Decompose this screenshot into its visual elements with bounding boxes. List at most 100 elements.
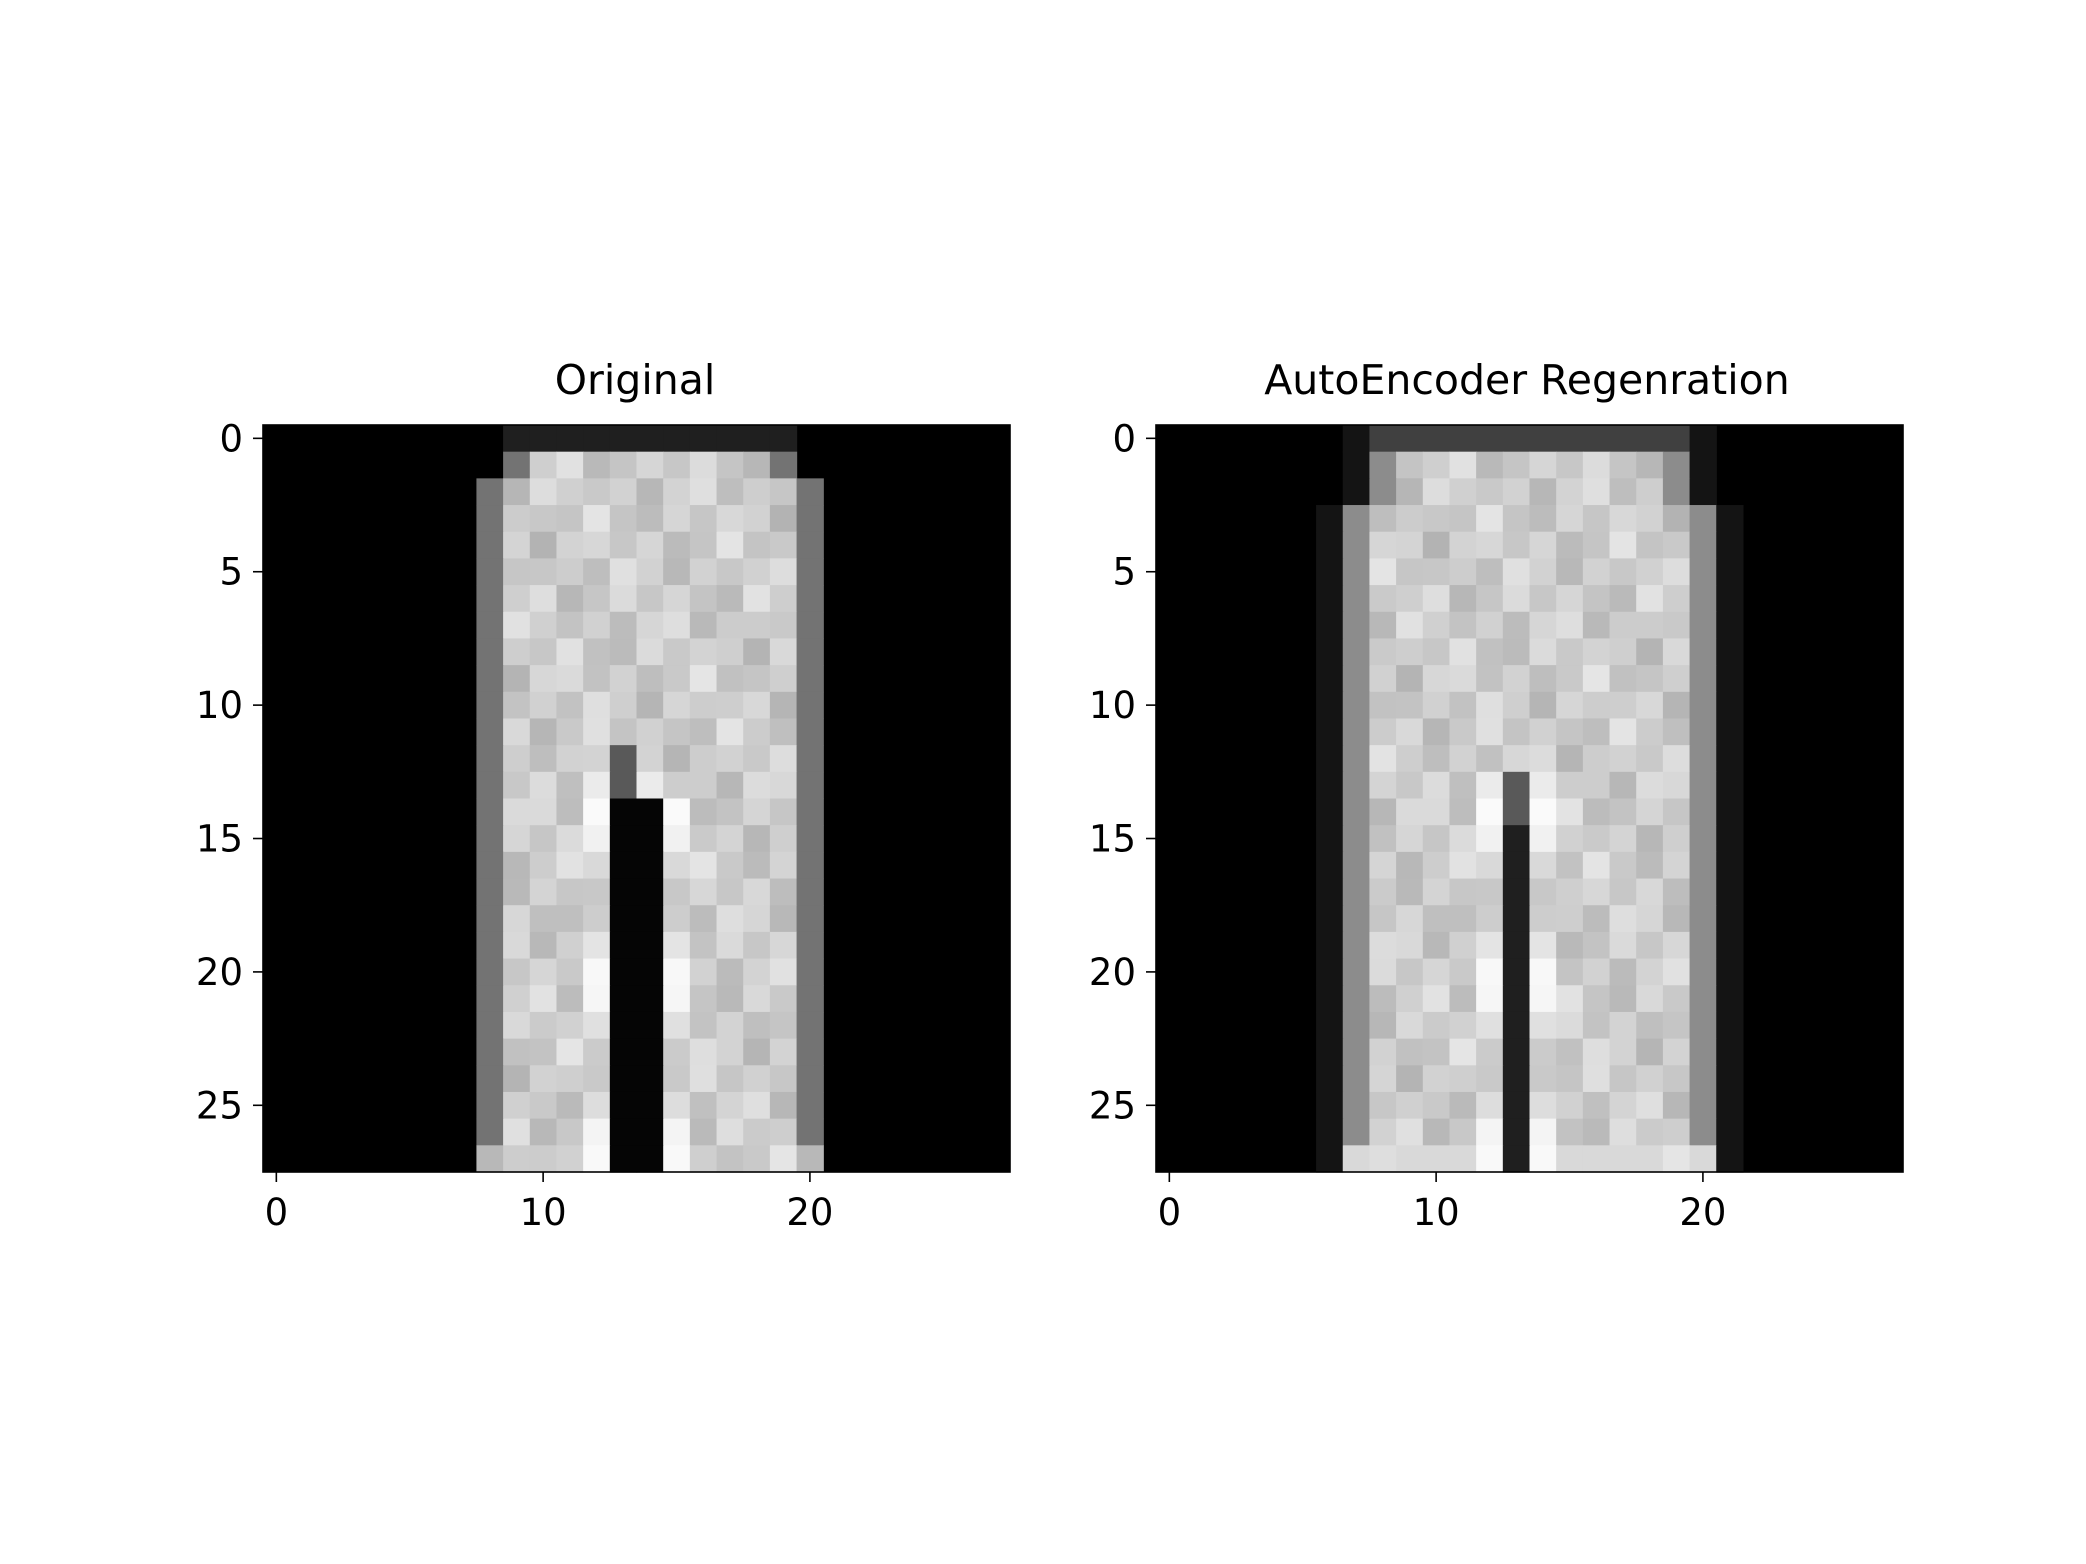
pixel-cell [1689,611,1717,640]
pixel-cell [636,771,664,800]
pixel-cell [583,878,611,906]
pixel-cell [1529,798,1557,826]
pixel-cell [529,958,558,986]
pixel-cell [1316,771,1344,800]
pixel-cell [689,771,718,800]
pixel-cell [1396,1118,1424,1146]
pixel-cell [609,531,638,559]
pixel-cell [716,771,744,800]
pixel-cell [556,451,584,479]
pixel-cell [556,745,584,773]
pixel-cell [1502,478,1531,506]
pixel-cell [1556,1065,1584,1093]
pixel-cell [663,825,691,853]
pixel-cell [769,1118,798,1146]
pixel-cell [1582,558,1611,586]
pixel-cell [1449,825,1477,853]
pixel-cell [583,771,611,800]
pixel-cell [716,505,744,533]
pixel-cell [609,1091,638,1120]
pixel-cell [503,585,531,613]
y-tick-label: 25 [196,1084,243,1127]
pixel-cell [1396,825,1424,853]
pixel-cell [1582,1065,1611,1093]
pixel-cell [1582,905,1611,933]
pixel-cell [689,1091,718,1120]
pixel-cell [1449,771,1477,800]
pixel-cell [476,985,504,1013]
pixel-cell [583,531,611,559]
pixel-cell [556,691,584,720]
pixel-cell [1582,745,1611,773]
pixel-cell [716,638,744,666]
pixel-cell [556,718,584,746]
pixel-cell [1396,718,1424,746]
pixel-cell [1449,1118,1477,1146]
pixel-cell [1636,771,1664,800]
pixel-cell [1609,905,1637,933]
pixel-cell [529,878,558,906]
pixel-cell [769,1011,798,1040]
pixel-cell [716,478,744,506]
pixel-cell [769,985,798,1013]
pixel-cell [1476,1065,1504,1093]
pixel-cell [636,745,664,773]
pixel-cell [556,1038,584,1066]
pixel-cell [1449,531,1477,559]
pixel-cell [1369,958,1397,986]
pixel-cell [743,665,771,693]
pixel-cell [716,451,744,479]
pixel-cell [609,931,638,960]
pixel-cell [1369,771,1397,800]
pixel-cell [1529,451,1557,479]
pixel-cell [663,451,691,479]
pixel-cell [556,638,584,666]
pixel-cell [743,1145,771,1173]
pixel-cell [796,691,824,720]
y-tick-label: 5 [1112,551,1136,594]
pixel-cell [1716,505,1744,533]
pixel-cell [1556,531,1584,559]
pixel-cell [1662,531,1691,559]
pixel-cell [1476,558,1504,586]
pixel-cell [1556,905,1584,933]
pixel-cell [1316,1065,1344,1093]
pixel-cell [716,1065,744,1093]
pixel-cell [636,425,664,453]
pixel-cell [1502,1011,1531,1040]
pixel-cell [1556,851,1584,880]
pixel-cell [1369,558,1397,586]
pixel-cell [1716,878,1744,906]
pixel-cell [1556,611,1584,640]
pixel-cell [583,478,611,506]
pixel-cell [609,718,638,746]
pixel-cell [796,478,824,506]
pixel-cell [503,745,531,773]
pixel-cell [769,585,798,613]
pixel-cell [529,1038,558,1066]
pixel-cell [1502,958,1531,986]
pixel-cell [1342,1145,1371,1173]
pixel-cell [529,771,558,800]
pixel-cell [1662,1091,1691,1120]
pixel-cell [1662,771,1691,800]
pixel-cell [609,1118,638,1146]
image-cells [263,425,1010,1173]
pixel-cell [1636,718,1664,746]
pixel-cell [1556,825,1584,853]
pixel-cell [609,798,638,826]
pixel-cell [1502,825,1531,853]
pixel-cell [663,958,691,986]
pixel-cell [1476,611,1504,640]
pixel-cell [689,745,718,773]
pixel-cell [689,1145,718,1173]
pixel-cell [1502,905,1531,933]
pixel-cell [476,1038,504,1066]
pixel-cell [476,931,504,960]
pixel-cell [1529,851,1557,880]
pixel-cell [769,771,798,800]
pixel-cell [636,1011,664,1040]
panel-title: AutoEncoder Regenration [1264,356,1789,404]
pixel-cell [1449,638,1477,666]
